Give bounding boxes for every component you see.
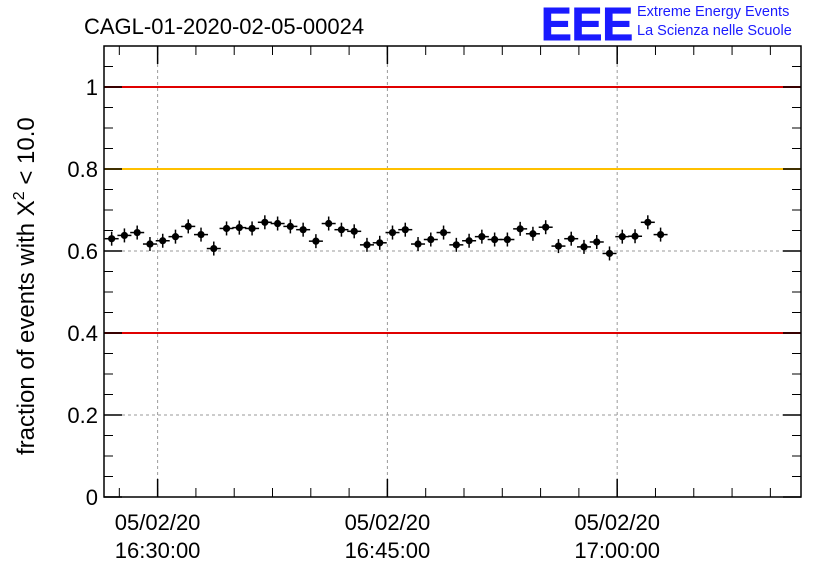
data-point — [640, 215, 655, 230]
data-point — [283, 219, 298, 234]
data-point — [130, 225, 145, 240]
data-point — [181, 219, 196, 234]
y-tick-label: 1 — [86, 75, 98, 100]
data-point — [500, 232, 515, 247]
y-tick-labels: 0 0.2 0.4 0.6 0.8 1 — [67, 75, 98, 510]
x-tick-date: 05/02/20 — [345, 510, 431, 535]
data-point — [296, 222, 311, 237]
y-axis-title-chi: X — [13, 200, 40, 216]
data-point — [334, 222, 349, 237]
data-point — [117, 228, 132, 243]
data-point — [321, 216, 336, 231]
data-point — [155, 233, 170, 248]
y-tick-label: 0.4 — [67, 321, 98, 346]
y-tick-label: 0.2 — [67, 403, 98, 428]
x-tick-labels: 05/02/20 16:30:00 05/02/20 16:45:00 05/02/20… — [115, 510, 660, 563]
data-point — [411, 237, 426, 252]
data-point — [245, 221, 260, 236]
y-axis-title-main: fraction of events with — [13, 216, 40, 455]
data-point — [308, 234, 323, 249]
reference-lines — [104, 86, 801, 334]
data-point — [449, 237, 464, 252]
data-point — [513, 221, 528, 236]
data-point — [219, 221, 234, 236]
plot-frame — [103, 45, 802, 498]
data-point — [436, 225, 451, 240]
x-tick-time: 17:00:00 — [574, 538, 660, 563]
data-point — [385, 225, 400, 240]
x-tick-time: 16:45:00 — [345, 538, 431, 563]
y-axis-title-tail: < 10.0 — [13, 117, 40, 191]
eee-logo-letters: EEE — [541, 2, 633, 46]
data-point — [602, 246, 617, 261]
data-point — [589, 234, 604, 249]
x-tick-date: 05/02/20 — [574, 510, 660, 535]
data-point — [525, 226, 540, 241]
data-point — [168, 229, 183, 244]
data-point — [270, 216, 285, 231]
data-point — [359, 237, 374, 252]
data-point — [462, 233, 477, 248]
data-point — [576, 239, 591, 254]
data-point — [194, 227, 209, 242]
data-point — [487, 232, 502, 247]
data-point — [564, 231, 579, 246]
y-tick-label: 0.8 — [67, 157, 98, 182]
eee-logo-icon: EEE — [541, 2, 633, 46]
data-point — [653, 227, 668, 242]
eee-logo-line2: La Scienza nelle Scuole — [637, 23, 792, 39]
data-point — [551, 239, 566, 254]
data-point — [232, 220, 247, 235]
data-point — [538, 220, 553, 235]
eee-logo-text: Extreme Energy Events La Scienza nelle S… — [637, 3, 792, 41]
y-axis-title-sup: 2 — [11, 191, 28, 200]
data-point — [474, 229, 489, 244]
grid — [104, 46, 801, 498]
y-tick-label: 0.6 — [67, 239, 98, 264]
y-tick-label: 0 — [86, 485, 98, 510]
data-point — [372, 235, 387, 250]
data-point — [398, 222, 413, 237]
x-tick-time: 16:30:00 — [115, 538, 201, 563]
data-point — [257, 215, 272, 230]
data-point — [142, 237, 157, 252]
x-tick-date: 05/02/20 — [115, 510, 201, 535]
eee-logo-line1: Extreme Energy Events — [637, 4, 790, 20]
data-point — [104, 231, 119, 246]
data-point — [615, 229, 630, 244]
data-point — [423, 232, 438, 247]
data-point — [347, 224, 362, 239]
chart-title: CAGL-01-2020-02-05-00024 — [84, 14, 364, 39]
data-point — [628, 229, 643, 244]
axis-ticks — [104, 45, 801, 498]
y-axis-title: fraction of events with X2 < 10.0 — [11, 117, 40, 455]
data-point — [206, 241, 221, 256]
data-points — [104, 215, 668, 261]
